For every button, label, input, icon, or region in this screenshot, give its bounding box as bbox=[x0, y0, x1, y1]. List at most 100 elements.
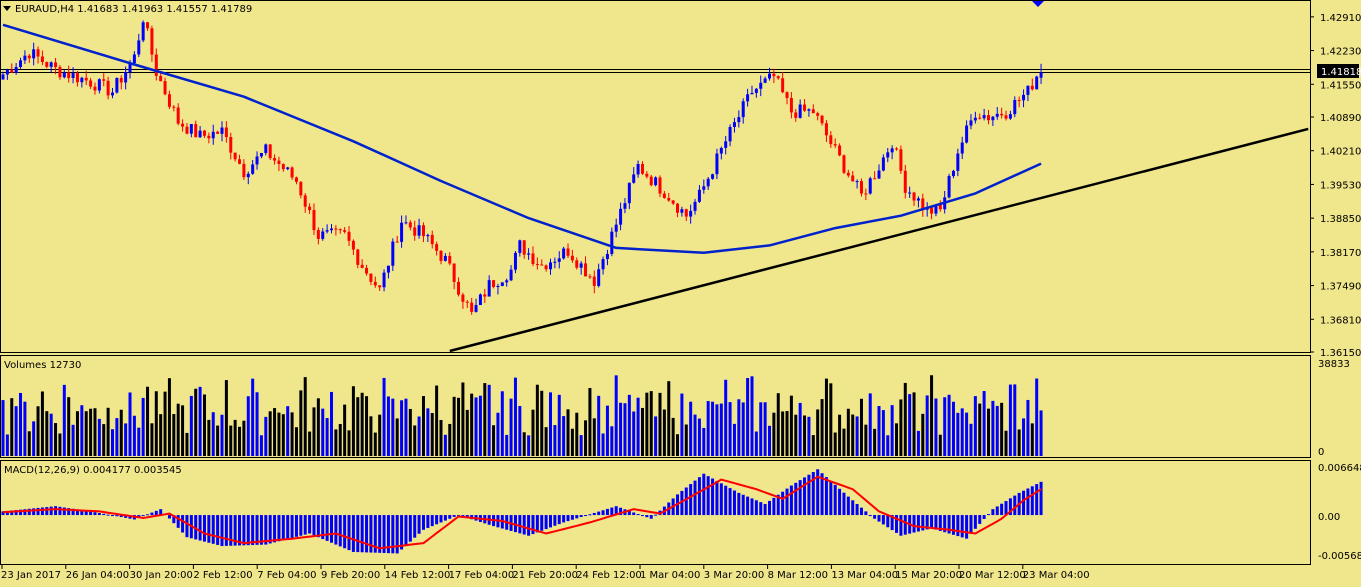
candle-body bbox=[1039, 72, 1043, 78]
macd-histogram-bar bbox=[645, 515, 649, 518]
candle-body bbox=[32, 49, 36, 59]
volume-bar bbox=[496, 412, 500, 456]
macd-histogram-bar bbox=[518, 515, 522, 534]
volume-bar bbox=[750, 376, 754, 456]
macd-histogram-bar bbox=[54, 506, 58, 516]
volume-bar bbox=[627, 394, 631, 456]
macd-histogram-bar bbox=[640, 515, 644, 517]
macd-histogram-bar bbox=[159, 509, 163, 516]
candle-body bbox=[859, 181, 863, 194]
volume-bar bbox=[97, 418, 101, 456]
volume-bar bbox=[702, 427, 706, 456]
macd-histogram-bar bbox=[886, 515, 890, 528]
macd-histogram-bar bbox=[956, 515, 960, 537]
volume-bar bbox=[404, 398, 408, 456]
candle-body bbox=[912, 192, 916, 201]
candle-body bbox=[969, 120, 973, 126]
candle-body bbox=[908, 192, 912, 194]
macd-histogram-bar bbox=[763, 503, 767, 516]
triangle-down-icon[interactable] bbox=[3, 6, 11, 11]
candle-body bbox=[1017, 100, 1021, 102]
volume-bar bbox=[1017, 429, 1021, 456]
volume-bar bbox=[746, 378, 750, 456]
candle-body bbox=[106, 80, 110, 96]
volume-bar bbox=[132, 415, 136, 456]
volume-bar bbox=[23, 401, 27, 456]
volume-bar bbox=[965, 412, 969, 456]
volume-bar bbox=[930, 375, 934, 456]
candle-body bbox=[238, 159, 242, 164]
candle-body bbox=[181, 123, 185, 127]
macd-histogram-bar bbox=[404, 515, 408, 546]
macd-histogram-bar bbox=[325, 515, 329, 541]
macd-histogram-bar bbox=[181, 515, 185, 533]
candle-body bbox=[890, 148, 894, 153]
macd-histogram-bar bbox=[619, 507, 623, 516]
candle-body bbox=[509, 269, 513, 281]
candle-body bbox=[513, 252, 517, 270]
candle-body bbox=[916, 198, 920, 201]
volume-bar bbox=[899, 399, 903, 456]
volume-bar bbox=[829, 383, 833, 456]
volume-bar bbox=[128, 392, 132, 456]
candle-body bbox=[373, 281, 377, 286]
volume-bar bbox=[776, 393, 780, 456]
volume-bar bbox=[273, 408, 277, 456]
volume-bar bbox=[67, 397, 71, 456]
candle-body bbox=[978, 117, 982, 119]
trendline[interactable] bbox=[449, 127, 1309, 353]
price-axis-label: 1.39530 bbox=[1320, 180, 1361, 191]
candle-body bbox=[1035, 76, 1039, 90]
candle-body bbox=[202, 130, 206, 136]
macd-histogram-bar bbox=[513, 515, 517, 533]
candle-body bbox=[395, 241, 399, 243]
macd-histogram-bar bbox=[443, 515, 447, 521]
time-axis-label: 9 Feb 20:00 bbox=[321, 570, 380, 581]
volume-bar bbox=[36, 406, 40, 456]
macd-histogram-bar bbox=[330, 515, 333, 543]
candle-body bbox=[386, 265, 390, 273]
candle-body bbox=[956, 153, 960, 171]
volume-bar bbox=[960, 408, 964, 456]
volume-bar bbox=[408, 408, 412, 456]
macd-histogram-bar bbox=[49, 506, 53, 516]
macd-histogram-bar bbox=[369, 515, 373, 553]
volume-bar bbox=[347, 430, 351, 456]
volume-bar bbox=[71, 424, 75, 456]
price-plot[interactable] bbox=[0, 20, 1310, 353]
candle-body bbox=[960, 142, 964, 154]
volume-bar bbox=[562, 416, 566, 456]
moving-average-line[interactable] bbox=[2, 23, 1042, 255]
volume-bar bbox=[14, 406, 18, 456]
volume-bar bbox=[457, 397, 461, 456]
macd-panel-frame bbox=[0, 460, 1311, 565]
candle-body bbox=[706, 178, 710, 187]
macd-histogram-bar bbox=[925, 515, 929, 530]
candle-body bbox=[36, 49, 40, 57]
candle-body bbox=[316, 230, 320, 239]
volume-bar bbox=[632, 411, 636, 456]
candle-body bbox=[807, 109, 811, 111]
volume-bar bbox=[772, 412, 776, 456]
volume-bar bbox=[715, 404, 719, 456]
candle-body bbox=[5, 69, 9, 75]
macd-histogram-bar bbox=[360, 515, 364, 553]
candle-body bbox=[903, 170, 907, 193]
macd-histogram-bar bbox=[965, 515, 969, 539]
volume-bar bbox=[19, 392, 23, 456]
volume-bar bbox=[1030, 423, 1034, 456]
macd-histogram-bar bbox=[1022, 490, 1026, 516]
volume-bar bbox=[531, 409, 535, 456]
volume-bar bbox=[662, 409, 666, 456]
candle-body bbox=[312, 210, 316, 231]
candle-body bbox=[881, 157, 885, 171]
candle-body bbox=[605, 253, 609, 260]
volume-bar bbox=[391, 398, 395, 456]
candle-body bbox=[829, 135, 833, 145]
macd-histogram-bar bbox=[549, 515, 552, 528]
candle-body bbox=[259, 152, 263, 157]
macd-histogram-bar bbox=[273, 515, 277, 543]
macd-histogram-bar bbox=[627, 510, 631, 516]
